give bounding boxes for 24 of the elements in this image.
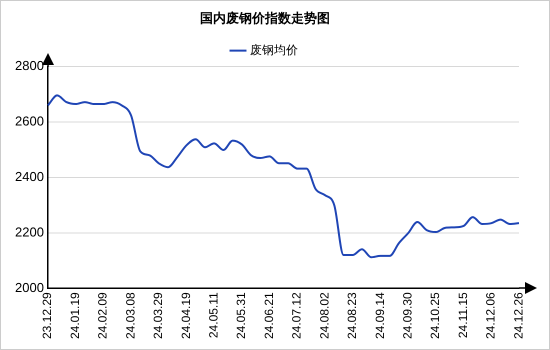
- x-tick-label: 24.05.31: [234, 292, 248, 340]
- x-tick-label: 24.03.29: [151, 292, 166, 340]
- x-tick-label: 24.04.19: [178, 292, 193, 340]
- line-series: [46, 94, 520, 258]
- x-tick-label: 24.10.25: [428, 292, 442, 340]
- chart-title: 国内废钢价指数走势图: [200, 10, 330, 26]
- y-tick-label: 2400: [15, 169, 44, 184]
- x-tick-label: 24.07.12: [290, 292, 304, 340]
- x-tick-label: 24.12.06: [484, 292, 498, 340]
- x-tick-label: 24.06.21: [262, 292, 276, 340]
- x-tick-label: 24.03.08: [123, 292, 138, 340]
- x-tick-label: 24.09.14: [372, 292, 387, 340]
- y-tick-label: 2600: [15, 114, 44, 129]
- y-tick-label: 2800: [15, 58, 44, 74]
- y-tick-label: 2200: [15, 224, 44, 240]
- x-tick-label: 24.02.09: [96, 292, 110, 340]
- x-tick-label: 24.05.11: [206, 292, 220, 338]
- x-tick-label: 24.08.02: [317, 292, 332, 340]
- x-tick-label: 24.12.26: [511, 292, 526, 340]
- x-tick-label: 24.08.23: [345, 292, 360, 340]
- x-tick-label: 24.09.30: [400, 292, 414, 340]
- x-tick-label: 24.01.19: [68, 292, 82, 340]
- legend-label: 废钢均价: [250, 42, 298, 57]
- x-tick-label: 24.11.15: [456, 292, 470, 338]
